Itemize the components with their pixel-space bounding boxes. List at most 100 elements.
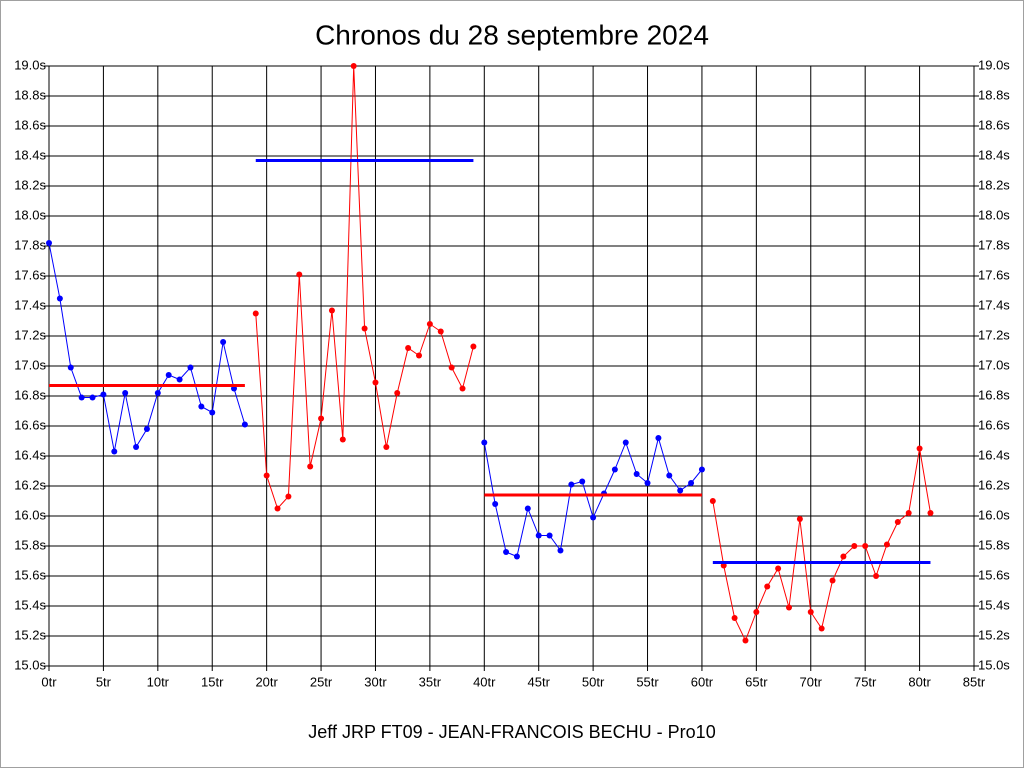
point <box>622 439 629 446</box>
y2-tick-label: 16.6s <box>978 417 1010 432</box>
y-tick-label: 15.0s <box>14 657 46 672</box>
y2-tick-label: 16.4s <box>978 447 1010 462</box>
point <box>698 466 705 473</box>
point <box>111 448 118 455</box>
point <box>133 444 140 450</box>
point <box>655 435 662 441</box>
point <box>611 466 618 473</box>
point <box>372 379 379 386</box>
point <box>416 352 422 359</box>
point <box>383 444 390 450</box>
chart-title: Chronos du 28 septembre 2024 <box>315 19 709 50</box>
x-tick-label: 10tr <box>147 674 170 689</box>
point <box>916 445 923 452</box>
x-tick-label: 0tr <box>41 674 57 689</box>
x-tick-label: 75tr <box>854 674 877 689</box>
point <box>426 321 433 327</box>
point <box>742 637 749 644</box>
point <box>350 63 357 69</box>
x-tick-label: 40tr <box>473 674 496 689</box>
point <box>263 472 270 479</box>
point <box>296 271 303 278</box>
point <box>731 615 738 621</box>
point <box>122 390 129 396</box>
y2-tick-label: 18.0s <box>978 207 1010 222</box>
point <box>209 409 216 416</box>
point <box>165 372 172 378</box>
point <box>100 391 107 398</box>
point <box>688 480 695 486</box>
y2-tick-label: 15.2s <box>978 627 1010 642</box>
point <box>905 510 912 516</box>
point <box>459 385 466 392</box>
x-tick-label: 55tr <box>636 674 659 689</box>
x-tick-label: 65tr <box>745 674 768 689</box>
point <box>644 480 651 486</box>
x-tick-label: 45tr <box>528 674 551 689</box>
point <box>796 516 803 522</box>
y2-tick-label: 17.2s <box>978 327 1010 342</box>
y2-tick-label: 16.2s <box>978 477 1010 492</box>
point <box>883 541 890 548</box>
point <box>894 519 901 525</box>
point <box>709 498 716 504</box>
y-tick-label: 17.8s <box>14 237 46 252</box>
point <box>753 609 760 615</box>
point <box>143 426 150 432</box>
point <box>285 493 292 500</box>
y-tick-label: 18.2s <box>14 177 46 192</box>
point <box>361 325 368 332</box>
y-tick-label: 16.6s <box>14 417 46 432</box>
point <box>590 514 597 521</box>
x-tick-label: 50tr <box>582 674 605 689</box>
x-tick-label: 80tr <box>908 674 931 689</box>
x-tick-label: 85tr <box>963 674 986 689</box>
y2-tick-label: 19.0s <box>978 57 1010 72</box>
x-tick-label: 60tr <box>691 674 714 689</box>
y-tick-label: 18.0s <box>14 207 46 222</box>
y-tick-label: 15.6s <box>14 567 46 582</box>
x-axis-title: Jeff JRP FT09 - JEAN-FRANCOIS BECHU - Pr… <box>308 722 715 742</box>
point <box>927 510 934 516</box>
point <box>46 240 52 246</box>
x-tick-label: 5tr <box>96 674 112 689</box>
y-tick-label: 17.0s <box>14 357 46 372</box>
point <box>568 481 575 488</box>
y-tick-label: 15.2s <box>14 627 46 642</box>
y-tick-label: 17.2s <box>14 327 46 342</box>
y2-tick-label: 17.8s <box>978 237 1010 252</box>
point <box>775 565 782 572</box>
point <box>187 364 194 371</box>
point <box>764 583 771 590</box>
y-tick-label: 18.6s <box>14 117 46 132</box>
y2-tick-label: 17.6s <box>978 267 1010 282</box>
plot-border <box>48 65 975 667</box>
point <box>873 573 880 579</box>
y2-tick-label: 18.4s <box>978 147 1010 162</box>
y2-tick-label: 17.0s <box>978 357 1010 372</box>
point <box>840 553 847 560</box>
point <box>154 390 161 396</box>
y-tick-label: 15.4s <box>14 597 46 612</box>
y-tick-label: 18.8s <box>14 87 46 102</box>
x-tick-label: 25tr <box>310 674 333 689</box>
y-tick-label: 16.4s <box>14 447 46 462</box>
point <box>829 577 836 584</box>
point <box>492 501 499 507</box>
y-tick-label: 17.4s <box>14 297 46 312</box>
point <box>89 394 96 401</box>
x-tick-label: 15tr <box>201 674 224 689</box>
point <box>557 547 564 554</box>
y2-tick-label: 18.6s <box>978 117 1010 132</box>
y2-tick-label: 15.6s <box>978 567 1010 582</box>
point <box>786 604 792 611</box>
point <box>677 487 684 494</box>
point <box>220 339 227 345</box>
point <box>633 471 640 477</box>
point <box>448 364 455 371</box>
y-tick-label: 19.0s <box>14 57 46 72</box>
point <box>524 505 531 512</box>
point <box>579 478 586 485</box>
